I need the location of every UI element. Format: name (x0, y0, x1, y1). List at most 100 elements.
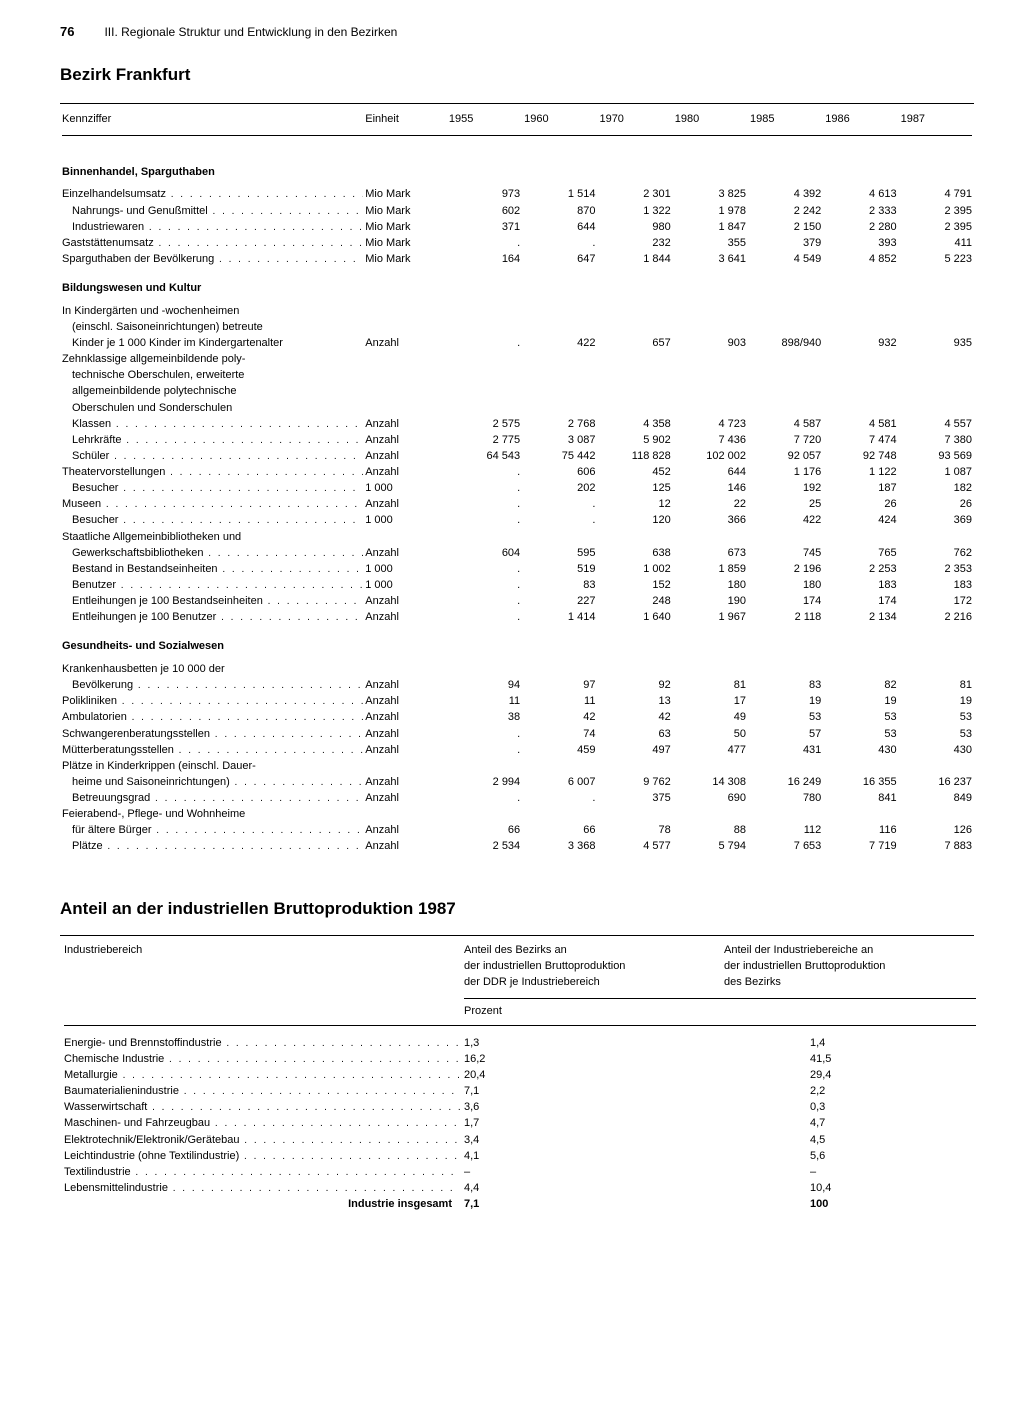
cell-value (823, 807, 898, 823)
row-unit: 1 000 (363, 562, 447, 578)
cell-value (447, 368, 522, 384)
table-row: Sparguthaben der BevölkerungMio Mark1646… (60, 252, 974, 268)
cell-value: 227 (522, 594, 597, 610)
cell-value: 3 087 (522, 433, 597, 449)
cell-value (748, 304, 823, 320)
cell-value: 75 442 (522, 449, 597, 465)
cell-value: 146 (673, 481, 748, 497)
cell-value: 97 (522, 678, 597, 694)
row-unit: Anzahl (363, 336, 447, 352)
cell-value (823, 352, 898, 368)
cell-value: 1 176 (748, 465, 823, 481)
cell-value: 120 (597, 513, 672, 529)
cell-value: 2 242 (748, 203, 823, 219)
cell-value: 183 (823, 578, 898, 594)
row-unit (363, 807, 447, 823)
cell-value: 4 723 (673, 417, 748, 433)
cell-value (673, 304, 748, 320)
cell-value (673, 320, 748, 336)
cell-value (673, 662, 748, 678)
table-row: Benutzer1 000.83152180180183183 (60, 578, 974, 594)
cell-value (673, 368, 748, 384)
cell-value: 870 (522, 203, 597, 219)
row-unit: Mio Mark (363, 252, 447, 268)
cell-value: 4,7 (720, 1116, 980, 1132)
cell-value: 762 (899, 546, 974, 562)
cell-value: 841 (823, 791, 898, 807)
cell-value: 1 514 (522, 187, 597, 203)
col-1955: 1955 (447, 112, 522, 128)
cell-value: 42 (597, 710, 672, 726)
row-label: Entleihungen je 100 Bestandseinheiten (60, 594, 363, 610)
cell-value: 81 (899, 678, 974, 694)
cell-value: 2 150 (748, 220, 823, 236)
table-row: heime und Saisoneinrichtungen)Anzahl2 99… (60, 775, 974, 791)
table-row: Wasserwirtschaft3,60,3 (60, 1100, 980, 1116)
cell-value (673, 807, 748, 823)
cell-value: 477 (673, 743, 748, 759)
cell-value: 232 (597, 236, 672, 252)
cell-value: 16,2 (460, 1052, 720, 1068)
cell-value (522, 662, 597, 678)
cell-value (823, 320, 898, 336)
cell-value: 116 (823, 823, 898, 839)
cell-value: 248 (597, 594, 672, 610)
cell-value (899, 400, 974, 416)
cell-value: 1 844 (597, 252, 672, 268)
cell-value: 2 301 (597, 187, 672, 203)
cell-value: 11 (447, 694, 522, 710)
cell-value: . (447, 465, 522, 481)
cell-value: 7,1 (460, 1084, 720, 1100)
cell-value: 7 380 (899, 433, 974, 449)
row-unit: Anzahl (363, 694, 447, 710)
cell-value: 63 (597, 726, 672, 742)
row-unit: Anzahl (363, 791, 447, 807)
cell-value (447, 662, 522, 678)
t2-col2a: Anteil des Bezirks an (460, 942, 720, 958)
cell-value: 174 (748, 594, 823, 610)
cell-value: 74 (522, 726, 597, 742)
cell-value: 57 (748, 726, 823, 742)
table-row: In Kindergärten und -wochenheimen (60, 304, 974, 320)
cell-value: 172 (899, 594, 974, 610)
table-header-row: Kennziffer Einheit 1955 1960 1970 1980 1… (60, 112, 974, 128)
t2-col3a: Anteil der Industriebereiche an (720, 942, 980, 958)
cell-value: . (522, 791, 597, 807)
table-row: BevölkerungAnzahl94979281838281 (60, 678, 974, 694)
col-kennziffer: Kennziffer (60, 112, 363, 128)
cell-value: 459 (522, 743, 597, 759)
row-label: für ältere Bürger (60, 823, 363, 839)
cell-value: 644 (522, 220, 597, 236)
cell-value: 2 253 (823, 562, 898, 578)
t2-col3c: des Bezirks (720, 975, 980, 991)
cell-value (823, 304, 898, 320)
cell-value: 3 825 (673, 187, 748, 203)
cell-value: – (720, 1165, 980, 1181)
cell-value: 152 (597, 578, 672, 594)
cell-value (899, 384, 974, 400)
cell-value: 5 902 (597, 433, 672, 449)
row-unit: 1 000 (363, 578, 447, 594)
row-label: Besucher (60, 481, 363, 497)
table-row: technische Oberschulen, erweiterte (60, 368, 974, 384)
cell-value (673, 529, 748, 545)
cell-value (823, 759, 898, 775)
cell-value: 88 (673, 823, 748, 839)
cell-value: 53 (748, 710, 823, 726)
row-label: Bestand in Bestandseinheiten (60, 562, 363, 578)
cell-value (522, 529, 597, 545)
cell-value: 192 (748, 481, 823, 497)
cell-value: 7 720 (748, 433, 823, 449)
table-row: Oberschulen und Sonderschulen (60, 400, 974, 416)
cell-value: 11 (522, 694, 597, 710)
table-row: Kinder je 1 000 Kinder im Kindergartenal… (60, 336, 974, 352)
cell-value: 7 883 (899, 839, 974, 855)
cell-value: 2 575 (447, 417, 522, 433)
cell-value (447, 807, 522, 823)
cell-value: 422 (522, 336, 597, 352)
cell-value (522, 759, 597, 775)
cell-value: 1,3 (460, 1036, 720, 1052)
cell-value: 1 087 (899, 465, 974, 481)
group-heading: Binnenhandel, Sparguthaben (60, 152, 974, 188)
total-row: Industrie insgesamt7,1100 (60, 1197, 980, 1213)
